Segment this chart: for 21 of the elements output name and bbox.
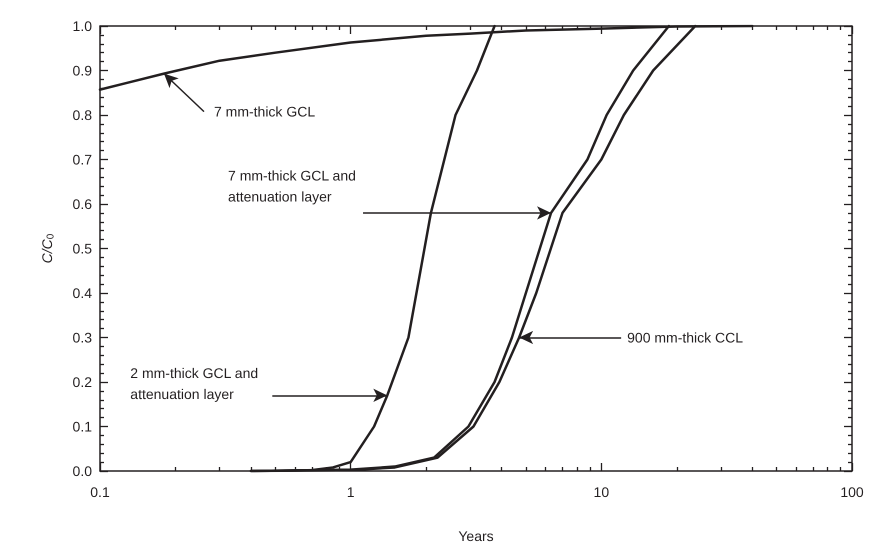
x-tick-label: 1 <box>346 484 355 500</box>
annotation: 900 mm-thick CCL <box>627 330 744 346</box>
y-tick-label: 0.9 <box>72 62 92 78</box>
y-axis-title: C/C0 <box>39 233 56 264</box>
y-tick-label: 0.3 <box>72 330 92 346</box>
y-tick-label: 0.2 <box>72 374 92 390</box>
y-tick-label: 0.0 <box>72 463 92 479</box>
annotation: 2 mm-thick GCL and attenuation layer <box>130 364 258 402</box>
y-tick-label: 0.4 <box>72 285 92 301</box>
x-tick-label: 10 <box>594 484 610 500</box>
x-tick-label: 100 <box>840 484 864 500</box>
y-tick-label: 0.1 <box>72 418 92 434</box>
y-tick-label: 1.0 <box>72 18 92 34</box>
y-tick-label: 0.8 <box>72 107 92 123</box>
annotation: 7 mm-thick GCL and attenuation layer <box>228 167 356 204</box>
x-axis-title: Years <box>458 528 494 544</box>
y-tick-label: 0.6 <box>72 196 92 212</box>
annotation: 7 mm-thick GCL <box>214 104 316 120</box>
y-tick-label: 0.5 <box>72 240 92 256</box>
x-tick-label: 0.1 <box>90 484 110 500</box>
y-tick-label: 0.7 <box>72 152 92 168</box>
